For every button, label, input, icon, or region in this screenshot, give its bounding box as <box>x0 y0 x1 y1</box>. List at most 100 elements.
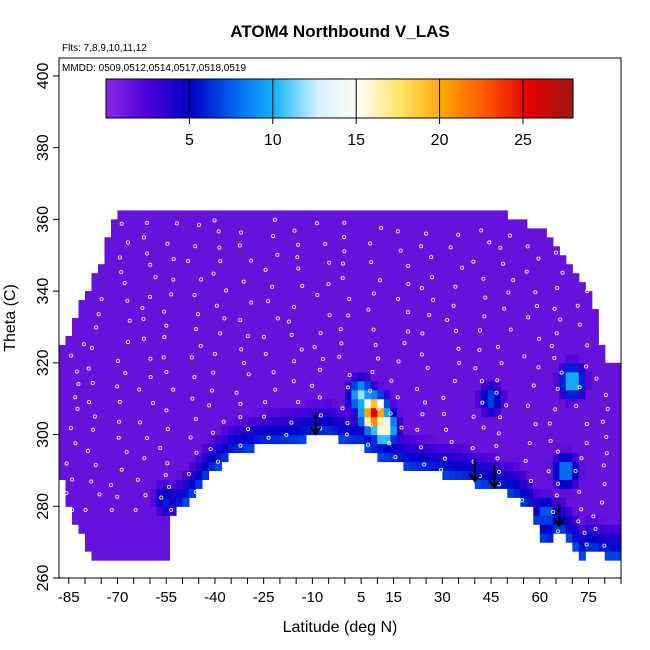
heatmap-cell <box>513 318 521 328</box>
heatmap-cell <box>435 452 443 463</box>
heatmap-cell <box>455 407 463 418</box>
heatmap-cell <box>383 407 391 418</box>
heatmap-cell <box>104 551 112 561</box>
heatmap-cell <box>474 380 482 391</box>
heatmap-cell <box>240 389 249 400</box>
heatmap-cell <box>455 264 463 274</box>
heatmap-cell <box>97 542 106 552</box>
heatmap-cell <box>416 434 424 445</box>
heatmap-cell <box>390 273 398 283</box>
sample-point <box>482 314 487 319</box>
heatmap-cell <box>533 461 541 472</box>
heatmap-cell <box>370 264 378 274</box>
heatmap-cell <box>481 309 489 319</box>
heatmap-cell <box>396 237 404 247</box>
heatmap-cell <box>84 380 93 391</box>
heatmap-cell <box>143 425 151 436</box>
heatmap-cell <box>377 416 385 427</box>
heatmap-cell <box>175 425 184 436</box>
heatmap-cell <box>182 425 190 436</box>
heatmap-cell <box>123 210 132 220</box>
heatmap-cell <box>403 416 411 427</box>
heatmap-cell <box>247 246 255 256</box>
heatmap-cell <box>422 219 430 229</box>
heatmap-cell <box>533 389 541 400</box>
heatmap-cell <box>201 318 210 328</box>
heatmap-cell <box>500 237 508 247</box>
heatmap-cell <box>403 362 411 373</box>
heatmap-cell <box>533 479 541 489</box>
heatmap-cell <box>175 344 184 355</box>
heatmap-cell <box>364 398 372 409</box>
heatmap-cell <box>91 371 99 382</box>
heatmap-cell <box>286 228 294 238</box>
heatmap-cell <box>507 353 515 364</box>
sample-point <box>153 275 158 280</box>
heatmap-cell <box>143 434 151 445</box>
heatmap-cell <box>201 219 210 229</box>
heatmap-cell <box>552 407 560 418</box>
heatmap-cell <box>383 398 391 409</box>
heatmap-cell <box>182 362 190 373</box>
heatmap-cell <box>507 461 515 472</box>
heatmap-cell <box>240 318 249 328</box>
heatmap-cell <box>494 353 502 364</box>
heatmap-cell <box>468 210 476 220</box>
heatmap-cell <box>351 228 359 238</box>
heatmap-cell <box>468 443 476 454</box>
heatmap-cell <box>383 246 391 256</box>
heatmap-cell <box>325 228 333 238</box>
heatmap-cell <box>253 309 262 319</box>
heatmap-cell <box>565 506 573 516</box>
heatmap-cell <box>546 309 554 319</box>
heatmap-cell <box>208 389 216 400</box>
heatmap-cell <box>565 291 573 301</box>
sample-point <box>272 217 277 222</box>
sample-point <box>534 304 539 309</box>
heatmap-cell <box>110 219 119 229</box>
heatmap-cell <box>143 533 151 543</box>
heatmap-cell <box>325 210 333 220</box>
heatmap-cell <box>481 452 489 463</box>
heatmap-cell <box>585 389 593 400</box>
heatmap-cell <box>396 264 404 274</box>
heatmap-area <box>59 210 621 561</box>
heatmap-cell <box>221 291 229 301</box>
heatmap-cell <box>221 300 229 310</box>
heatmap-cell <box>507 362 515 373</box>
heatmap-cell <box>409 210 417 220</box>
heatmap-cell <box>65 407 73 418</box>
heatmap-cell <box>468 300 476 310</box>
heatmap-cell <box>416 398 424 409</box>
heatmap-cell <box>221 389 229 400</box>
heatmap-cell <box>318 291 326 301</box>
heatmap-cell <box>97 407 106 418</box>
heatmap-cell <box>201 255 210 265</box>
heatmap-cell <box>474 318 482 328</box>
heatmap-cell <box>565 371 573 382</box>
sample-point <box>64 491 69 496</box>
heatmap-cell <box>403 264 411 274</box>
heatmap-cell <box>526 497 534 507</box>
heatmap-cell <box>149 309 158 319</box>
heatmap-cell <box>500 344 508 355</box>
sample-point <box>506 290 511 295</box>
heatmap-cell <box>416 452 424 463</box>
heatmap-cell <box>364 380 372 391</box>
heatmap-cell <box>136 273 145 283</box>
heatmap-cell <box>455 246 463 256</box>
heatmap-cell <box>448 309 456 319</box>
heatmap-cell <box>435 309 443 319</box>
heatmap-cell <box>403 255 411 265</box>
heatmap-cell <box>188 389 197 400</box>
heatmap-cell <box>299 389 307 400</box>
heatmap-cell <box>604 380 612 391</box>
heatmap-cell <box>435 246 443 256</box>
heatmap-cell <box>383 452 391 463</box>
heatmap-cell <box>578 497 586 507</box>
heatmap-cell <box>546 300 554 310</box>
heatmap-cell <box>468 371 476 382</box>
heatmap-cell <box>188 273 197 283</box>
sample-point <box>602 482 607 487</box>
heatmap-cell <box>364 443 372 454</box>
